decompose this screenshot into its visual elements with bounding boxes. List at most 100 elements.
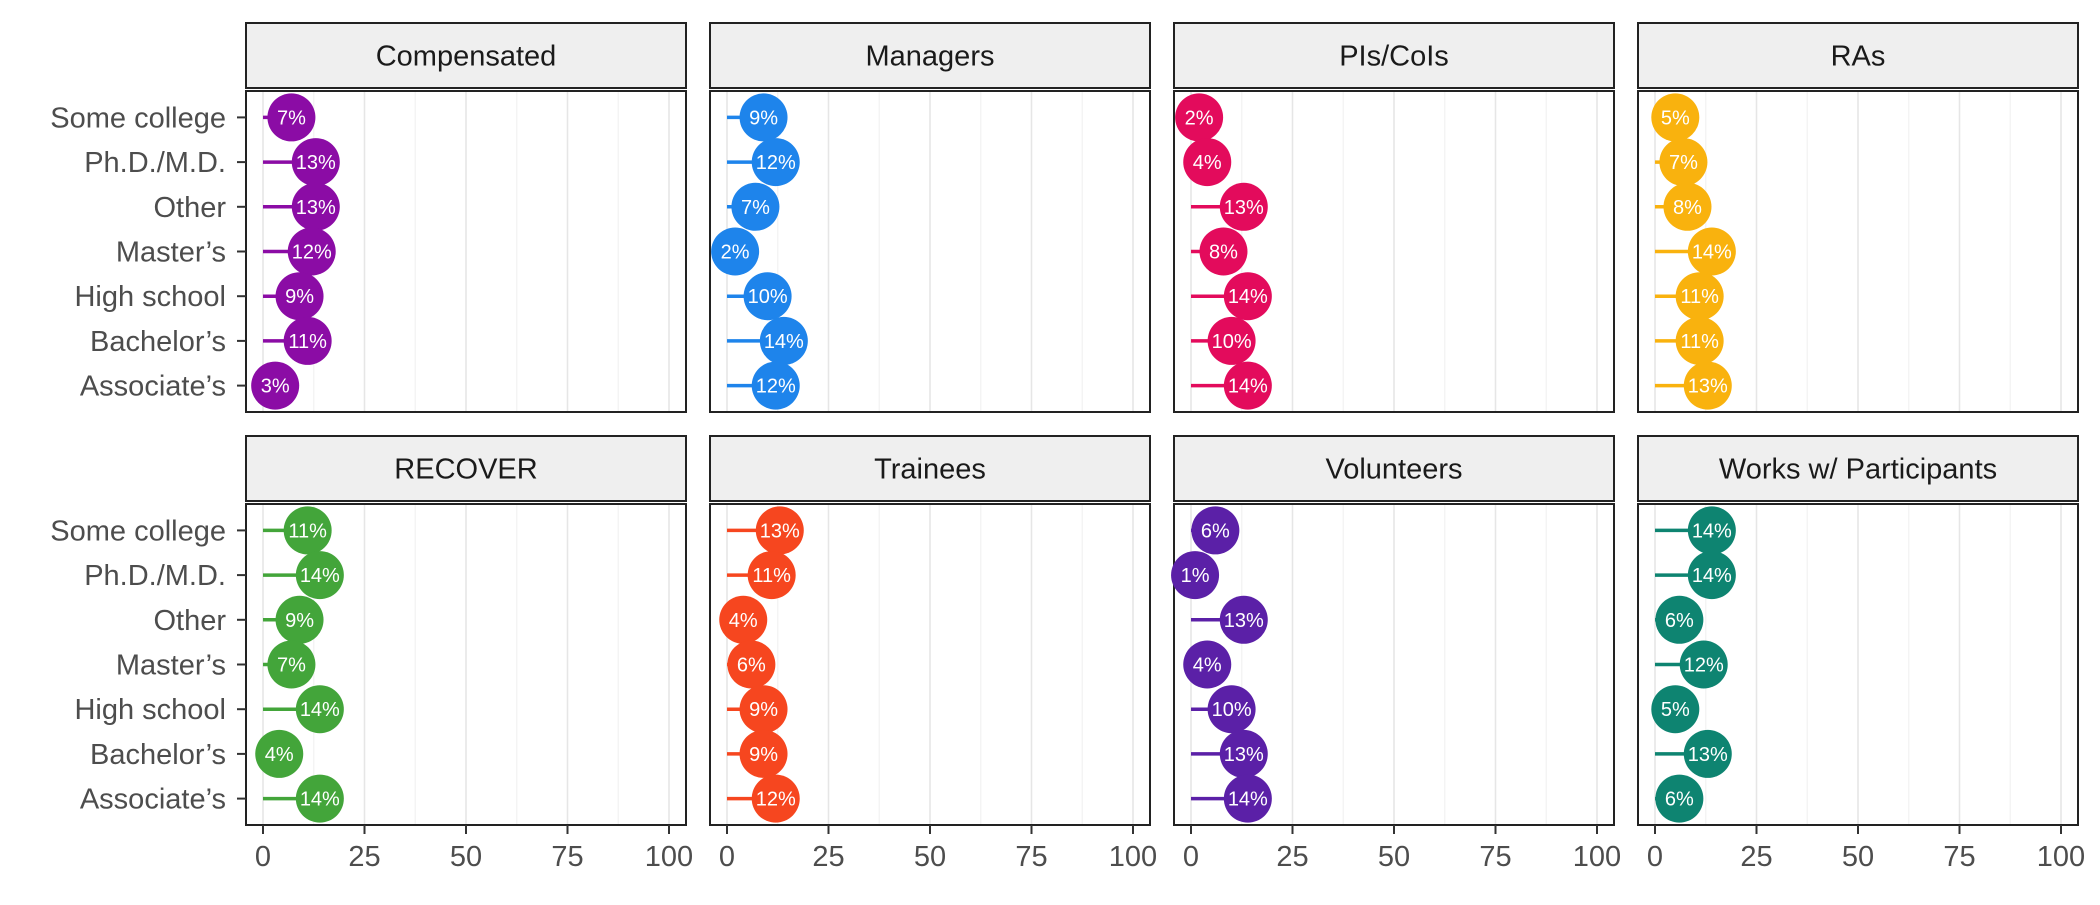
data-label: 7% (741, 197, 770, 219)
data-dot (739, 729, 788, 778)
data-label: 14% (1228, 789, 1268, 811)
data-label: 13% (1688, 376, 1728, 398)
facet-strip (709, 22, 1151, 89)
x-tick-label: 25 (1740, 841, 1772, 873)
y-tick-label: Master’s (116, 237, 226, 269)
data-dot (1219, 595, 1268, 644)
data-label: 12% (1684, 655, 1724, 677)
data-label: 13% (1224, 744, 1264, 766)
x-tick-label: 75 (1479, 841, 1511, 873)
data-label: 10% (1212, 331, 1252, 353)
data-dot (1663, 182, 1712, 231)
data-dot (1191, 506, 1240, 555)
data-dot (1207, 316, 1256, 365)
facet-panel: RAs 5% 7% 8% 14% 11% 11% 13% (1637, 22, 2079, 413)
data-label: 14% (1692, 565, 1732, 587)
data-label: 14% (1228, 376, 1268, 398)
data-label: 12% (756, 789, 796, 811)
data-dot (295, 551, 344, 600)
facet-title: PIs/CoIs (1339, 41, 1449, 73)
data-dot (719, 595, 768, 644)
data-label: 10% (1212, 699, 1252, 721)
data-dot (295, 774, 344, 823)
panel-border (709, 90, 1151, 413)
data-dot (267, 93, 316, 142)
data-label: 14% (300, 565, 340, 587)
facet-strip (709, 435, 1151, 502)
panel-border (1637, 90, 2079, 413)
data-dot (727, 640, 776, 689)
data-label: 13% (1224, 197, 1264, 219)
data-dot (747, 551, 796, 600)
data-label: 9% (749, 107, 778, 129)
data-dot (1655, 595, 1704, 644)
data-dot (1171, 551, 1220, 600)
data-label: 7% (277, 655, 306, 677)
data-dot (255, 729, 304, 778)
x-tick-label: 50 (450, 841, 482, 873)
facet-panel: PIs/CoIs 2% 4% 13% 8% 14% 10% 14% (1173, 22, 1615, 413)
facet-panel: Managers 9% 12% 7% 2% 10% 14% 12% (709, 22, 1151, 413)
data-dot (283, 506, 332, 555)
data-dot (743, 272, 792, 321)
data-label: 13% (1224, 610, 1264, 632)
data-dot (275, 272, 324, 321)
facet-panel: Volunteers 6% 1% 13% 4% 10% 13% 14% 0 25 50 75 100 (1171, 435, 1621, 873)
facet-title: Managers (866, 41, 995, 73)
data-label: 11% (1680, 286, 1719, 308)
data-label: 14% (300, 699, 340, 721)
data-label: 6% (1665, 789, 1694, 811)
facet-strip (245, 22, 687, 89)
data-label: 14% (1692, 520, 1732, 542)
y-tick-label: Bachelor’s (90, 739, 226, 771)
data-dot (1223, 272, 1272, 321)
data-dot (1207, 685, 1256, 734)
facet-panel: Works w/ Participants 14% 14% 6% 12% 5% 13% 6% 0… (1637, 435, 2085, 873)
data-dot (1659, 138, 1708, 187)
data-dot (291, 182, 340, 231)
data-label: 11% (288, 520, 327, 542)
data-dot (1219, 182, 1268, 231)
y-tick-label: High school (74, 694, 226, 726)
data-dot (1651, 93, 1700, 142)
data-label: 6% (1665, 610, 1694, 632)
data-label: 4% (1193, 152, 1222, 174)
facet-strip (1637, 435, 2079, 502)
data-label: 7% (1669, 152, 1698, 174)
data-label: 13% (296, 197, 336, 219)
data-dot (1687, 227, 1736, 276)
data-dot (251, 361, 300, 410)
data-dot (1223, 774, 1272, 823)
data-label: 9% (749, 744, 778, 766)
x-tick-label: 100 (1109, 841, 1157, 873)
data-dot (1679, 640, 1728, 689)
data-dot (291, 138, 340, 187)
data-dot (1655, 774, 1704, 823)
data-label: 14% (300, 789, 340, 811)
data-label: 14% (1228, 286, 1268, 308)
y-tick-label: High school (74, 281, 226, 313)
facet-strip (245, 435, 687, 502)
data-dot (1219, 729, 1268, 778)
data-dot (711, 227, 760, 276)
data-label: 14% (764, 331, 804, 353)
facet-title: Works w/ Participants (1719, 454, 1997, 486)
data-label: 4% (729, 610, 758, 632)
x-tick-label: 0 (1183, 841, 1199, 873)
data-dot (1183, 138, 1232, 187)
data-label: 3% (261, 376, 290, 398)
data-dot (267, 640, 316, 689)
x-tick-label: 25 (348, 841, 380, 873)
data-dot (759, 316, 808, 365)
data-label: 4% (265, 744, 294, 766)
data-dot (751, 138, 800, 187)
data-dot (731, 182, 780, 231)
y-tick-label: Other (153, 605, 226, 637)
data-dot (1683, 729, 1732, 778)
data-dot (287, 227, 336, 276)
x-tick-label: 0 (719, 841, 735, 873)
x-tick-label: 50 (1842, 841, 1874, 873)
facet-strip (1173, 435, 1615, 502)
facet-title: Volunteers (1325, 454, 1462, 486)
data-label: 4% (1193, 655, 1222, 677)
